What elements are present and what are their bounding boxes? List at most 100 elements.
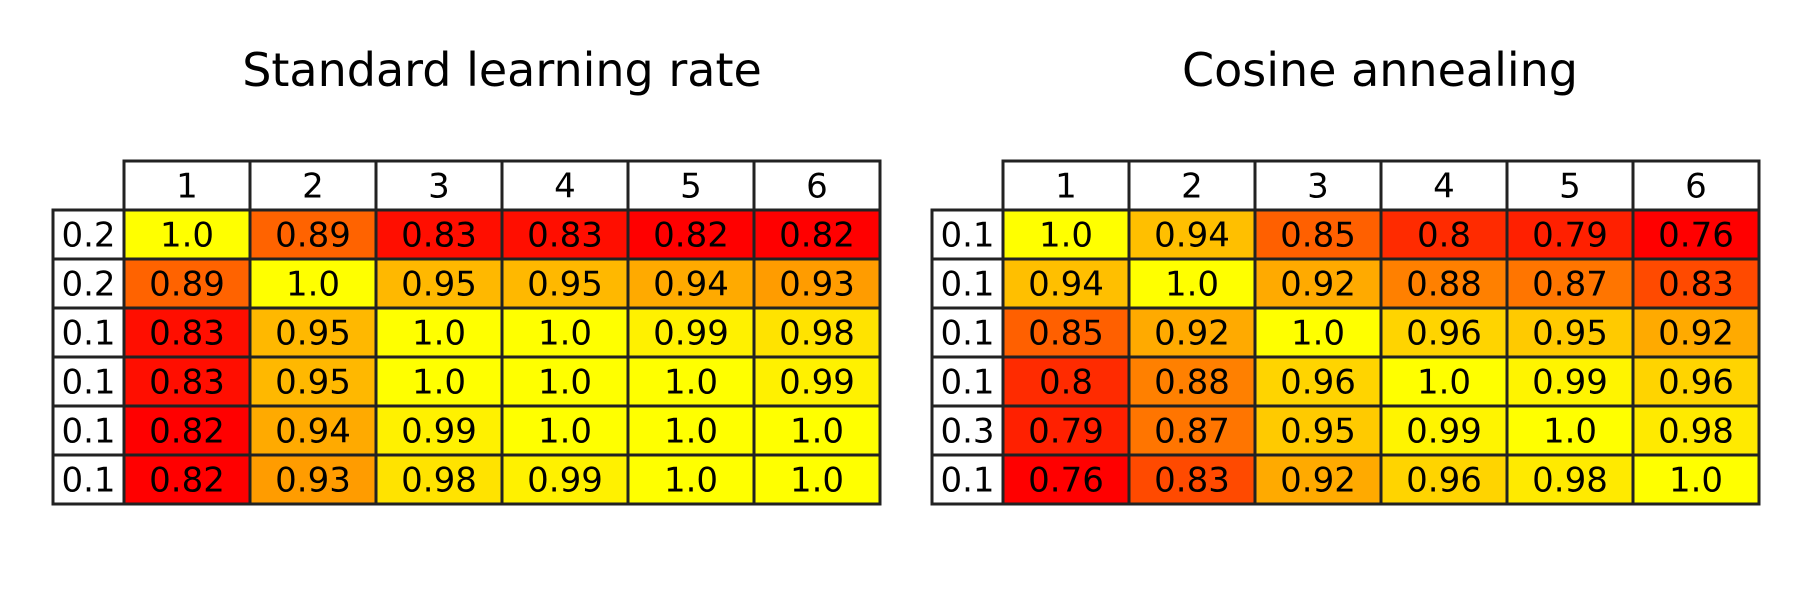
table-cell [1127,257,1257,310]
cell-value: 0.89 [149,265,225,305]
cell-value: 1.0 [412,363,466,403]
table-cell [1127,355,1257,408]
cell-value: 0.89 [275,216,351,256]
cell-value: 0.96 [1280,363,1356,403]
cell-value: 0.88 [1406,265,1482,305]
cell-value: 1.0 [538,412,592,452]
table-cell [1253,355,1383,408]
table-cell [122,208,252,261]
cell-value: 0.92 [1280,461,1356,501]
table-cell [374,453,504,506]
row-header-label: 0.2 [61,265,115,305]
table-cell [752,257,882,310]
cell-value: 0.95 [1280,412,1356,452]
column-header-cell [1127,159,1257,212]
cell-value: 0.83 [149,363,225,403]
table-cell [248,404,378,457]
row-header-label: 0.2 [61,216,115,256]
cell-value: 0.93 [275,461,351,501]
row-header-label: 0.1 [940,363,994,403]
cell-value: 0.99 [401,412,477,452]
cell-value: 1.0 [1165,265,1219,305]
cell-value: 1.0 [160,216,214,256]
table-1: Standard learning rate 1 2 3 4 5 6 0.2 1.0 0.89 0.… [51,43,882,506]
cell-value: 0.8 [1417,216,1471,256]
table-cell [1505,306,1635,359]
cell-value: 0.98 [1658,412,1734,452]
row-header-label: 0.1 [61,363,115,403]
cell-value: 0.94 [1154,216,1230,256]
table-cell [1253,306,1383,359]
cell-value: 0.95 [401,265,477,305]
table-cell [248,306,378,359]
cell-value: 0.87 [1154,412,1230,452]
cell-value: 1.0 [1291,314,1345,354]
table-cell [122,355,252,408]
cell-value: 0.99 [779,363,855,403]
cell-value: 0.99 [653,314,729,354]
cell-value: 1.0 [664,412,718,452]
cell-value: 0.83 [401,216,477,256]
column-header-label: 5 [680,167,702,207]
table-cell [626,453,756,506]
column-header-label: 6 [806,167,828,207]
cell-value: 1.0 [664,363,718,403]
table-cell [1379,208,1509,261]
table-cell [1253,453,1383,506]
cell-value: 0.82 [149,461,225,501]
cell-value: 0.79 [1532,216,1608,256]
column-header-label: 4 [554,167,576,207]
table-cell [1001,453,1131,506]
cell-value: 0.95 [1532,314,1608,354]
cell-value: 0.79 [1028,412,1104,452]
row-header-label: 0.1 [61,412,115,452]
column-header-label: 3 [1307,167,1329,207]
column-header-cell [752,159,882,212]
cell-value: 0.94 [653,265,729,305]
cell-value: 0.95 [275,314,351,354]
cell-value: 0.99 [527,461,603,501]
table-cell [248,257,378,310]
column-header-label: 1 [1055,167,1077,207]
column-header-cell [1253,159,1383,212]
column-header-label: 5 [1559,167,1581,207]
cell-value: 0.83 [1658,265,1734,305]
cell-value: 1.0 [790,461,844,501]
cell-value: 1.0 [790,412,844,452]
table-cell [1127,404,1257,457]
column-header-cell [1505,159,1635,212]
table-cell [1001,208,1131,261]
cell-value: 0.83 [1154,461,1230,501]
table-cell [1379,257,1509,310]
cell-value: 0.87 [1532,265,1608,305]
cell-value: 0.92 [1154,314,1230,354]
column-header-label: 6 [1685,167,1707,207]
table-cell [1379,453,1509,506]
table-cell [374,208,504,261]
table-cell [1631,306,1761,359]
table-cell [752,306,882,359]
table-cell [1505,404,1635,457]
table-title: Cosine annealing [1182,43,1578,97]
cell-value: 0.83 [149,314,225,354]
row-header-label: 0.1 [940,461,994,501]
cell-value: 0.83 [527,216,603,256]
table-cell [1631,453,1761,506]
row-header-label: 0.1 [940,216,994,256]
cell-value: 1.0 [1669,461,1723,501]
table-cell [1127,453,1257,506]
table-cell [1631,355,1761,408]
cell-value: 0.85 [1028,314,1104,354]
cell-value: 0.76 [1658,216,1734,256]
table-cell [374,355,504,408]
row-header-label: 0.1 [61,314,115,354]
table-cell [752,453,882,506]
table-cell [1631,404,1761,457]
row-header-label: 0.1 [940,265,994,305]
cell-value: 0.96 [1406,314,1482,354]
column-header-cell [1631,159,1761,212]
table-cell [122,306,252,359]
cell-value: 0.82 [149,412,225,452]
cell-value: 1.0 [1417,363,1471,403]
table-cell [122,404,252,457]
